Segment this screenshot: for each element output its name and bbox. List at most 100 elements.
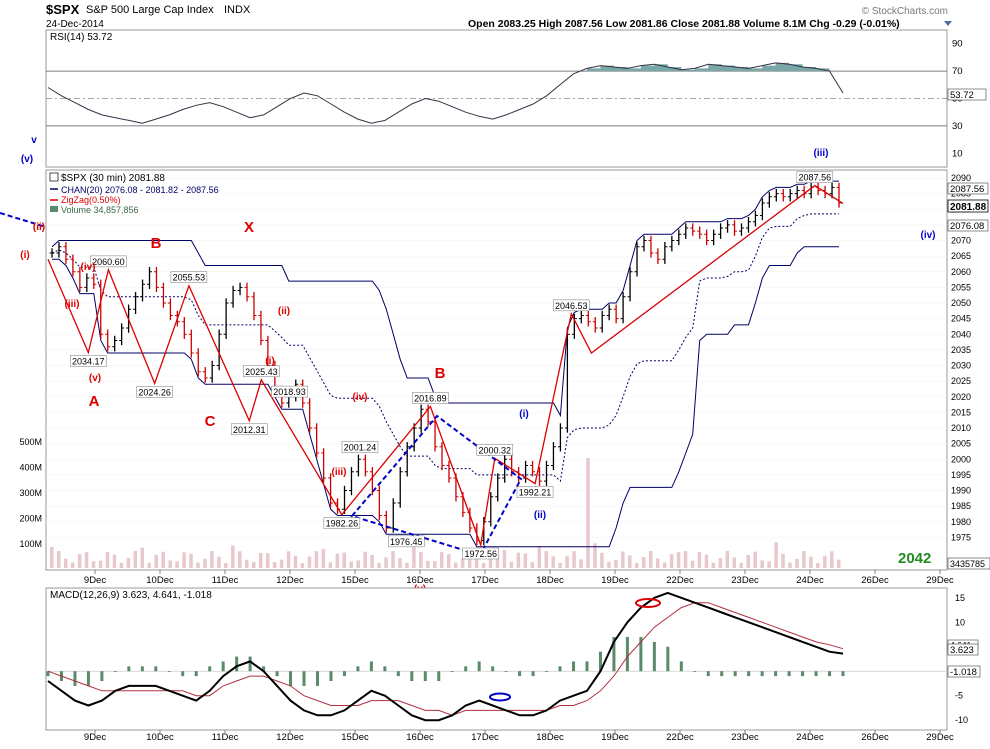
legend-volume-swatch: [50, 206, 58, 212]
price-bar: [732, 220, 738, 236]
volume-bar: [286, 551, 291, 568]
price-bar: [376, 485, 382, 521]
wave-label: (iii): [332, 467, 347, 478]
rsi-last-value: 53.72: [950, 90, 974, 101]
wave-label: (ii): [534, 510, 546, 521]
price-tick-label: 2060: [951, 267, 971, 277]
volume-bar: [774, 542, 778, 568]
channel-lower-line: [52, 246, 839, 548]
rsi-tick-label: 30: [952, 121, 963, 132]
price-bar: [718, 223, 724, 239]
volume-bar: [175, 561, 179, 568]
price-bar: [704, 229, 710, 246]
date-tick-label: 29Dec: [926, 575, 954, 586]
channel-lower-value: 2076.08: [950, 221, 984, 232]
price-bar: [836, 182, 842, 208]
chevron-down-icon[interactable]: [944, 21, 952, 26]
volume-bar: [328, 562, 333, 568]
price-label: 2001.24: [344, 442, 377, 452]
macd-histogram-bar: [491, 666, 495, 672]
price-bar: [557, 423, 563, 452]
macd-histogram-bar: [814, 671, 818, 677]
volume-bar: [586, 458, 590, 568]
macd-cross-marker-blue: [489, 692, 511, 702]
macd-histogram-bar: [787, 671, 791, 677]
price-bar: [147, 267, 153, 289]
ohlc-summary: Open 2083.25 High 2087.56 Low 2081.86 Cl…: [468, 18, 900, 30]
volume-bar: [342, 552, 347, 568]
volume-bar: [697, 551, 702, 568]
chart-date: 24-Dec-2014: [46, 19, 104, 30]
price-tick-label: 2040: [951, 329, 971, 339]
volume-bar: [370, 555, 374, 568]
volume-bar: [760, 560, 764, 568]
rsi-tick-label: 70: [952, 66, 963, 77]
macd-histogram-bar: [598, 651, 602, 672]
date-tick-label: 9Dec: [84, 732, 106, 743]
volume-bar: [453, 562, 458, 568]
volume-bar: [112, 554, 117, 568]
date-tick-label: 23Dec: [731, 575, 759, 586]
last-price: 2081.88: [950, 202, 987, 213]
macd-histogram-bar: [450, 671, 454, 673]
date-tick-label: 11Dec: [212, 732, 239, 743]
price-bar: [530, 460, 536, 477]
price-label: 2034.17: [72, 356, 105, 366]
macd-histogram-bar: [774, 671, 778, 677]
price-bar: [77, 267, 83, 293]
legend-chan: CHAN(20) 2076.08 - 2081.82 - 2087.56: [61, 185, 219, 195]
price-bar: [321, 448, 327, 483]
macd-histogram-bar: [356, 666, 360, 672]
volume-bar: [412, 544, 416, 568]
macd-histogram-bar: [221, 661, 225, 672]
rsi-tick-label: 10: [952, 148, 963, 159]
price-bar: [446, 460, 452, 483]
price-label: 1982.26: [326, 519, 359, 529]
volume-bar: [711, 562, 716, 568]
date-tick-label: 16Dec: [406, 732, 434, 743]
price-tick-label: 2050: [951, 298, 971, 308]
macd-histogram-bar: [706, 671, 710, 677]
price-tick-label: 2010: [951, 423, 971, 433]
triangle-pattern: [350, 414, 523, 557]
macd-histogram-bar: [666, 646, 670, 672]
price-tick-label: 2025: [951, 376, 971, 386]
volume-bar: [300, 562, 305, 568]
price-bar: [119, 323, 125, 346]
price-bar: [725, 220, 731, 233]
volume-bar: [635, 562, 639, 568]
macd-line: [47, 591, 844, 722]
price-bar: [620, 292, 626, 324]
price-bar: [655, 248, 661, 264]
volume-bar: [516, 552, 521, 568]
price-bar: [697, 226, 703, 239]
wave-projection-line: [0, 212, 47, 228]
price-label-box: [323, 517, 361, 529]
date-tick-label: 12Dec: [276, 575, 304, 586]
volume-bar: [70, 562, 75, 568]
price-bar: [543, 460, 549, 486]
price-bar: [759, 198, 765, 221]
volume-bar: [495, 551, 500, 568]
volume-bar: [648, 551, 653, 568]
price-legend: $SPX (30 min) 2081.88 CHAN(20) 2076.08 -…: [49, 172, 219, 215]
volume-bar: [621, 551, 625, 568]
date-tick-label: 24Dec: [796, 575, 824, 586]
macd-histogram-bar: [154, 666, 158, 672]
price-bar: [140, 279, 146, 302]
price-bar: [181, 317, 187, 339]
macd-histogram-bar: [504, 671, 508, 673]
macd-histogram-bar: [73, 671, 77, 686]
volume-bar: [837, 559, 841, 568]
channel-upper-value-box: [947, 182, 989, 195]
price-bar: [495, 473, 501, 502]
date-tick-label: 10Dec: [146, 575, 174, 586]
price-tick-label: 2045: [951, 314, 971, 324]
price-label: 2018.93: [273, 387, 306, 397]
price-bar: [244, 282, 250, 302]
price-label-box: [231, 423, 268, 436]
price-bar: [780, 188, 786, 202]
price-label-box: [170, 271, 208, 283]
